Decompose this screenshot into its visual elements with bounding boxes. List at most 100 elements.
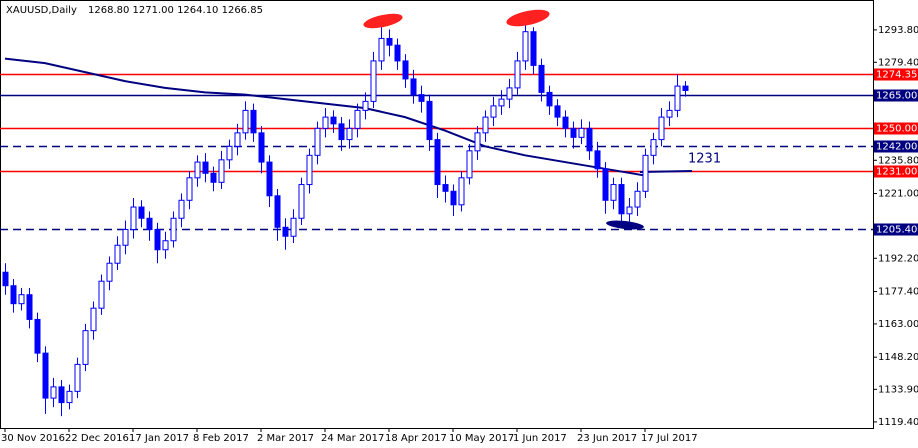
level-label: 1250.00 bbox=[876, 124, 917, 135]
candle-body bbox=[554, 105, 561, 118]
candle-body bbox=[338, 123, 345, 141]
candle-body bbox=[306, 154, 313, 186]
x-tick-label: 24 Mar 2017 bbox=[321, 433, 384, 444]
candle-body bbox=[274, 195, 281, 228]
candle-body bbox=[426, 100, 433, 141]
x-tick-label: 22 Dec 2016 bbox=[65, 433, 129, 444]
candle-body bbox=[570, 127, 577, 138]
candle-body bbox=[386, 37, 393, 46]
candle-body bbox=[354, 109, 361, 129]
candle-body bbox=[330, 116, 337, 125]
candle-body bbox=[218, 159, 225, 183]
level-label: 1205.40 bbox=[876, 225, 917, 236]
top-marker bbox=[363, 13, 403, 29]
candle-body bbox=[362, 100, 369, 111]
candle-body bbox=[370, 60, 377, 102]
candle-body bbox=[322, 116, 329, 129]
candle-body bbox=[98, 280, 105, 309]
candle-body bbox=[10, 285, 17, 305]
plot-frame bbox=[0, 0, 874, 429]
candle-body bbox=[122, 229, 129, 246]
candle-body bbox=[434, 139, 441, 186]
moving-average bbox=[4, 57, 646, 177]
top-marker bbox=[506, 9, 550, 27]
candle-body bbox=[682, 85, 689, 91]
level-box bbox=[874, 140, 918, 153]
candle-body bbox=[506, 87, 513, 100]
candle-body bbox=[114, 244, 121, 264]
candle-body bbox=[58, 386, 65, 404]
y-tick-label: 1279.40 bbox=[878, 57, 918, 68]
level-label: 1265.00 bbox=[876, 91, 917, 102]
candle-body bbox=[514, 60, 521, 89]
x-tick-label: 17 Jul 2017 bbox=[641, 433, 698, 444]
candle-body bbox=[634, 190, 641, 208]
candle-body bbox=[394, 44, 401, 62]
y-tick-label: 1133.90 bbox=[878, 384, 918, 395]
y-tick-label: 1148.20 bbox=[878, 352, 918, 363]
x-tick-label: 17 Jan 2017 bbox=[129, 433, 189, 444]
y-tick-label: 1235.80 bbox=[878, 155, 918, 166]
candle-body bbox=[410, 78, 417, 96]
candle-body bbox=[26, 294, 33, 320]
symbol: XAUUSD,Daily bbox=[6, 5, 77, 16]
candle-body bbox=[482, 116, 489, 134]
candle-body bbox=[186, 177, 193, 201]
y-tick-label: 1221.00 bbox=[878, 189, 918, 200]
candle-body bbox=[250, 109, 257, 134]
candle-body bbox=[106, 262, 113, 282]
candle-body bbox=[610, 184, 617, 201]
x-tick-label: 30 Nov 2016 bbox=[1, 433, 65, 444]
candle-body bbox=[458, 177, 465, 206]
candle-body bbox=[586, 127, 593, 152]
candle-body bbox=[266, 161, 273, 197]
candle-body bbox=[290, 217, 297, 237]
candle-body bbox=[82, 330, 89, 365]
level-box bbox=[874, 223, 918, 236]
candle-body bbox=[194, 161, 201, 179]
candle-body bbox=[674, 85, 681, 111]
y-tick-label: 1192.20 bbox=[878, 253, 918, 264]
candle-body bbox=[258, 132, 265, 163]
candle-body bbox=[42, 352, 49, 399]
candle-body bbox=[154, 229, 161, 251]
y-tick-label: 1119.40 bbox=[878, 417, 918, 428]
candle-body bbox=[602, 168, 609, 201]
candle-body bbox=[74, 363, 81, 392]
annotation: 1231 bbox=[688, 152, 721, 167]
candle-body bbox=[226, 145, 233, 161]
candle-body bbox=[546, 91, 553, 107]
candle-body bbox=[466, 150, 473, 179]
level-label: 1242.00 bbox=[876, 142, 917, 153]
candle-body bbox=[170, 217, 177, 242]
candle-body bbox=[18, 294, 25, 305]
candle-body bbox=[66, 390, 73, 404]
candle-body bbox=[178, 199, 185, 219]
level-box bbox=[874, 165, 918, 178]
candle-body bbox=[130, 206, 137, 231]
candle-body bbox=[450, 190, 457, 206]
candle-body bbox=[146, 217, 153, 231]
candle-body bbox=[642, 154, 649, 192]
annotation-line bbox=[639, 170, 693, 173]
level-box bbox=[874, 68, 918, 81]
candle-body bbox=[298, 184, 305, 219]
candle-body bbox=[2, 271, 9, 287]
candle-body bbox=[618, 184, 625, 215]
candle-body bbox=[138, 206, 145, 219]
candle-body bbox=[202, 161, 209, 174]
candle-body bbox=[442, 184, 449, 192]
y-tick-label: 1293.80 bbox=[878, 25, 918, 36]
candle-body bbox=[650, 139, 657, 156]
candle-body bbox=[378, 37, 385, 62]
candle-body bbox=[242, 109, 249, 134]
candle-body bbox=[314, 127, 321, 156]
candle-body bbox=[50, 386, 57, 399]
x-tick-label: 18 Apr 2017 bbox=[385, 433, 447, 444]
candle-body bbox=[538, 64, 545, 93]
level-label: 1274.35 bbox=[876, 70, 917, 81]
candle-body bbox=[594, 150, 601, 170]
x-tick-label: 8 Feb 2017 bbox=[193, 433, 249, 444]
y-tick-label: 1163.00 bbox=[878, 319, 918, 330]
